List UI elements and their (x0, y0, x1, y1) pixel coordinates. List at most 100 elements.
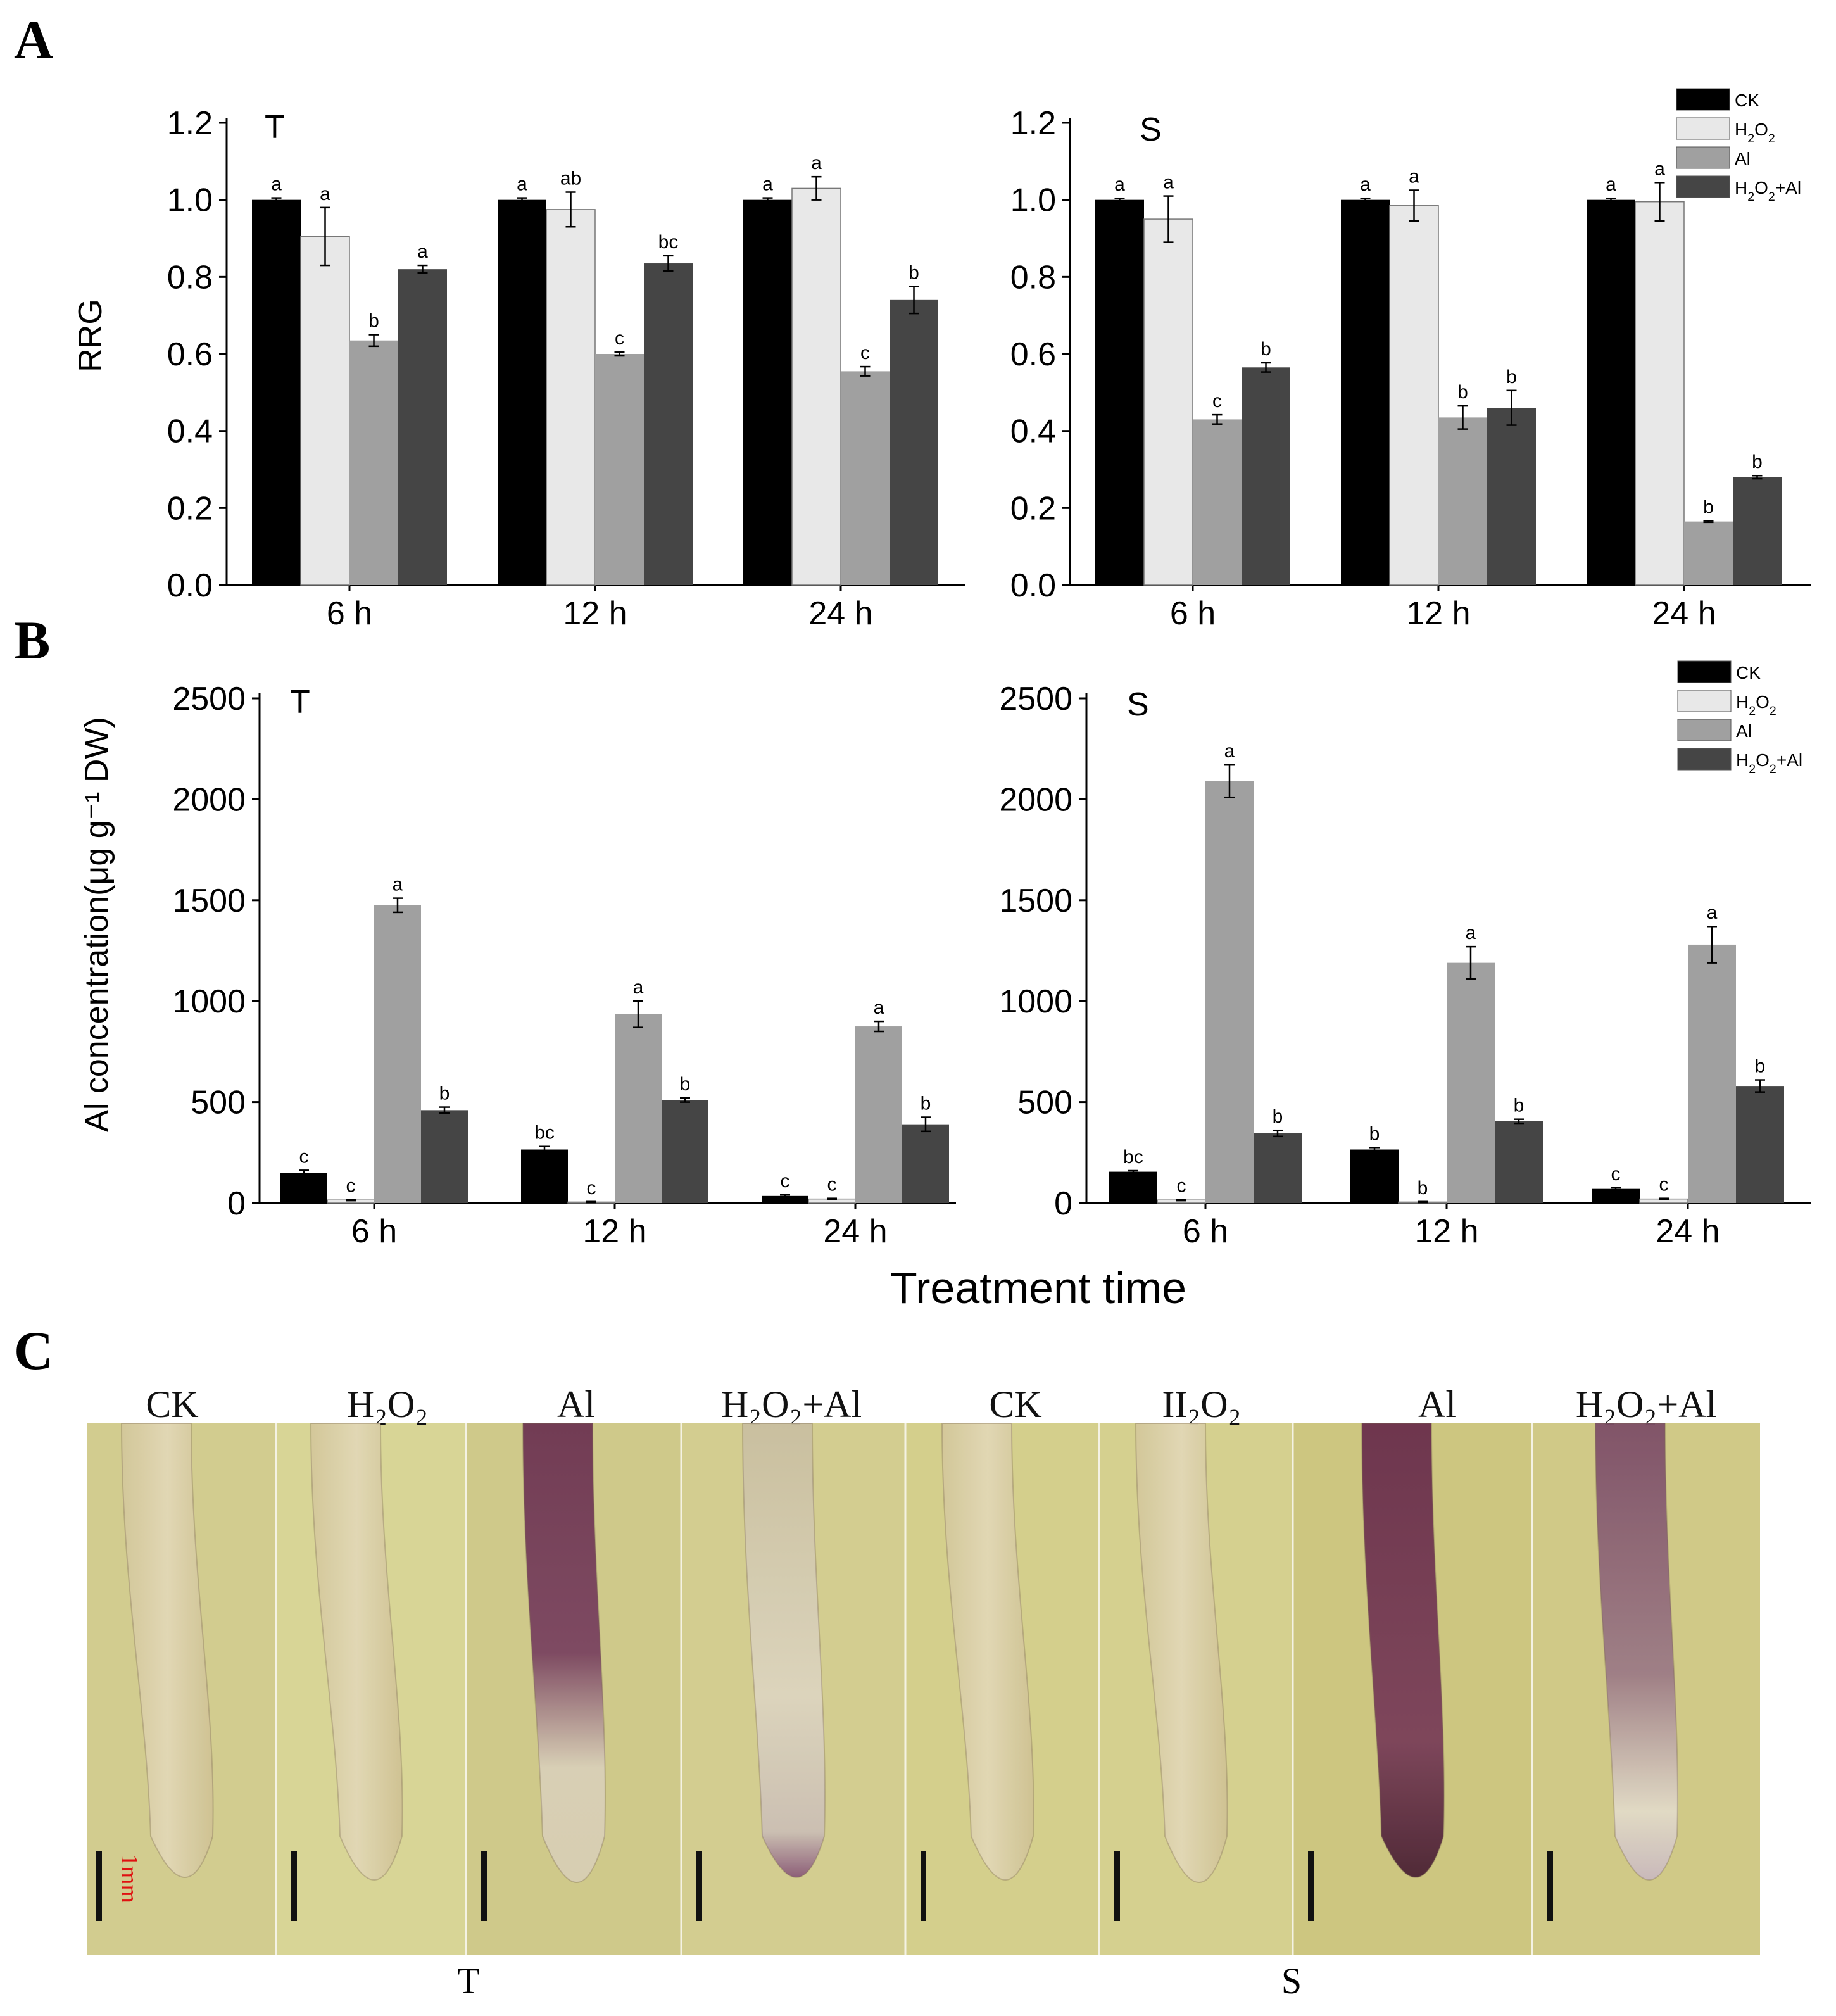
y-tick-label: 1.2 (1010, 105, 1056, 142)
bar-h2o2-plus-al-24h (1736, 1086, 1784, 1203)
bar-ck-6h (1095, 199, 1144, 586)
scale-bar (291, 1851, 297, 1921)
bar-al-12h (1447, 962, 1495, 1203)
legend-swatch (1677, 660, 1732, 683)
bar-al-24h (1684, 521, 1733, 585)
root-tip (741, 1423, 826, 1878)
bar-ck-24h (1592, 1188, 1640, 1203)
bar-h2o2-24h (791, 187, 841, 586)
bar-h2o2-12h (1389, 205, 1439, 586)
significance-letter: a (1606, 174, 1616, 195)
x-tick-label: 6 h (327, 595, 372, 632)
panel-letter-c: C (14, 1320, 53, 1381)
significance-letter: a (1707, 902, 1718, 923)
significance-letter: b (1457, 382, 1468, 403)
chart-a-s: 0.0 0.2 0.4 0.6 0.8 1.0 1.2 6 h 12 h 24 h a a a a a a c b… (1010, 105, 1811, 632)
y-tick-label: 1000 (999, 983, 1072, 1020)
significance-letter: a (1224, 741, 1235, 762)
treatment-label: Al (1418, 1383, 1456, 1425)
significance-letter: a (517, 174, 527, 195)
y-tick-label: 2000 (999, 781, 1072, 818)
bar-al-6h (1205, 781, 1254, 1203)
bar-ck-6h (252, 199, 301, 586)
y-tick-label: 0 (1054, 1185, 1072, 1222)
y-tick-label: 1500 (999, 883, 1072, 919)
bar-ck-24h (762, 1195, 808, 1203)
significance-letter: a (762, 174, 773, 195)
treatment-label: H₂O₂+Al (721, 1383, 862, 1425)
significance-letter: b (1514, 1095, 1525, 1116)
y-tick-label: 1000 (172, 983, 246, 1020)
significance-letter: bc (534, 1123, 555, 1143)
significance-letter: a (320, 184, 330, 205)
root-tip (120, 1423, 214, 1878)
x-tick-label: 6 h (1170, 595, 1216, 632)
bar-h2o2-plus-al-24h (1733, 477, 1782, 585)
legend-b: CK H2O2 Al H2O2+Al (1677, 660, 1802, 776)
bar-ck-12h (521, 1149, 568, 1203)
legend-label: H2O2 (1735, 120, 1775, 146)
x-tick-label: 24 h (823, 1213, 887, 1250)
scale-bar-label: 1mm (116, 1854, 142, 1903)
legend-label: CK (1735, 91, 1759, 110)
significance-letter: c (1212, 391, 1222, 412)
significance-letter: a (1163, 172, 1174, 193)
chart-title: T (290, 684, 310, 721)
y-tick-label: 0.2 (1010, 490, 1056, 527)
significance-letter: a (1466, 923, 1476, 943)
treatment-label: H₂O₂+Al (1576, 1383, 1716, 1425)
chart-title: T (265, 109, 285, 146)
treatment-label: H₂O₂ (347, 1383, 429, 1425)
y-tick-label: 500 (1017, 1085, 1072, 1121)
significance-letter: c (827, 1175, 837, 1195)
cultivar-label-t: T (457, 1960, 479, 2001)
significance-letter: a (811, 153, 822, 173)
significance-letter: c (1177, 1175, 1186, 1196)
panel-c-root-images: CK H₂O₂ Al H₂O₂+Al CK II₂O₂ Al H₂O₂+Al 1mm T S (87, 1383, 1760, 2001)
significance-letter: a (393, 874, 403, 895)
bar-ck-12h (1350, 1149, 1399, 1203)
bar-ck-12h (1341, 199, 1390, 586)
scale-bar (696, 1851, 702, 1921)
legend-label: H2O2+Al (1736, 750, 1802, 776)
bar-h2o2-plus-al-6h (421, 1110, 468, 1203)
legend-swatch (1677, 690, 1732, 712)
y-tick-label: 1500 (172, 883, 246, 919)
y-axis-label: Al concentration(μg g⁻¹ DW) (79, 717, 115, 1132)
y-tick-label: 0.6 (1010, 336, 1056, 373)
y-tick-label: 0.0 (1010, 567, 1056, 604)
significance-letter: a (1360, 174, 1371, 195)
legend-label: Al (1735, 149, 1751, 168)
bar-h2o2-6h (1143, 218, 1193, 586)
significance-letter: ab (560, 168, 581, 189)
significance-letter: a (417, 241, 428, 262)
treatment-label: CK (989, 1383, 1041, 1425)
y-tick-label: 1.2 (167, 105, 213, 142)
bar-h2o2-plus-al-24h (890, 299, 938, 585)
x-tick-label: 24 h (808, 595, 872, 632)
bar-al-12h (615, 1014, 662, 1203)
bar-h2o2-plus-al-12h (644, 263, 693, 585)
significance-letter: b (1703, 496, 1714, 517)
bar-h2o2-plus-al-12h (662, 1100, 708, 1203)
significance-letter: c (587, 1178, 596, 1199)
legend-swatch (1676, 117, 1730, 140)
significance-letter: c (1659, 1175, 1669, 1195)
y-tick-label: 0.8 (167, 259, 213, 296)
root-tip (310, 1423, 403, 1881)
y-tick-label: 0.4 (1010, 413, 1056, 450)
bar-al-24h (855, 1026, 902, 1203)
bar-ck-24h (743, 199, 792, 586)
bar-ck-6h (1109, 1171, 1157, 1203)
scale-bar (1114, 1851, 1120, 1921)
y-tick-label: 0.2 (167, 490, 213, 527)
significance-letter: c (346, 1175, 356, 1196)
significance-letter: a (874, 997, 884, 1018)
significance-letter: a (1654, 158, 1665, 179)
legend-swatch (1676, 146, 1730, 169)
bar-ck-12h (498, 199, 546, 586)
significance-letter: c (860, 343, 870, 363)
bar-h2o2-12h (546, 209, 596, 586)
root-tip (522, 1423, 606, 1883)
